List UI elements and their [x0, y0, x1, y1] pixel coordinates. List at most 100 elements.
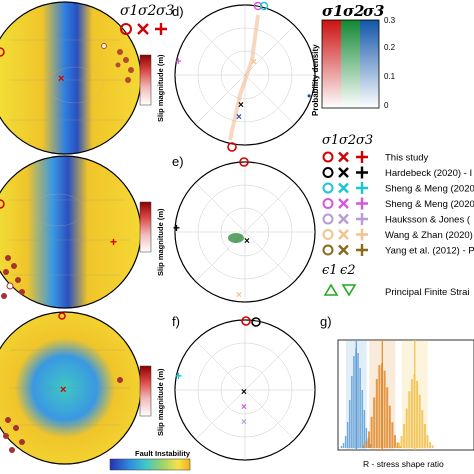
slip-label-middle: Slip magnitude (m) [156, 208, 165, 276]
legend-label: Sheng & Meng (2020 [385, 199, 474, 210]
density-sigma2-label: σ2 [343, 2, 365, 20]
legend-eps2-label: ϵ2 [340, 263, 356, 278]
svg-text:×: × [60, 384, 66, 396]
slip-markers-bottom [3, 377, 123, 453]
histogram-bar [378, 365, 381, 448]
sigma-header-left: σ1 σ2 σ3 [120, 3, 175, 35]
legend-sigma2-cross-icon [338, 244, 349, 256]
histogram-bar [421, 410, 424, 448]
legend-sigma1-circle-icon [322, 244, 334, 256]
sigma2-label: σ2 [138, 3, 157, 19]
legend-sigma2-cross-icon [338, 198, 349, 209]
density-label: Probability density [311, 44, 320, 116]
density-tick-1: 0.1 [384, 72, 396, 81]
histogram-bar [369, 444, 372, 448]
histogram-bar [362, 445, 365, 448]
histogram-xlabel: R - stress shape ratio [363, 459, 444, 469]
histogram-bar [395, 446, 398, 448]
legend-sigma3-label: σ3 [356, 133, 373, 148]
svg-text:•: • [307, 89, 311, 103]
legend-sigma2-cross-icon [338, 167, 349, 178]
strain-triangle-down-icon [341, 284, 357, 297]
histogram-bar [359, 368, 361, 448]
legend-row: This study [322, 151, 429, 164]
histogram-bar [363, 410, 366, 448]
fault-instability-label: Fault Instability [135, 449, 191, 458]
legend-sigma3-plus-icon [356, 166, 368, 179]
legend-sigma1-circle-icon [322, 167, 334, 178]
legend-sigma1-circle-icon [322, 182, 334, 194]
slip-label-bottom: Slip magnitude (m) [156, 368, 165, 436]
stereonet-e: e) × + × [172, 154, 316, 303]
legend-label: Hardebeck (2020) - I [385, 168, 472, 179]
panel-label-g: g) [320, 314, 332, 329]
legend-row: Hardebeck (2020) - I [322, 166, 472, 179]
legend-sigma1-label: σ1 [322, 133, 339, 148]
slip-markers-middle [1, 255, 25, 299]
histogram-bar [399, 446, 402, 448]
histogram-bar [429, 441, 432, 448]
svg-text:×: × [241, 417, 247, 428]
legend-row: Sheng & Meng (2020 [322, 197, 474, 210]
histogram-bar [391, 422, 394, 448]
density-tick-3: 0.3 [384, 16, 396, 25]
histogram-bar [373, 397, 376, 448]
histogram-bar [346, 422, 349, 448]
slip-colorbar-bottom: Slip magnitude (m) [139, 365, 165, 436]
left-stereonet-top: × [0, 1, 142, 155]
histogram-bar [394, 435, 396, 448]
svg-text:×: × [244, 236, 250, 247]
panel-label-d: d) [172, 4, 184, 19]
panel-label-f: f) [172, 314, 180, 329]
histogram-bar [418, 394, 421, 448]
legend: σ1 σ2 σ3 This study Hardebeck (2020) - I S… [322, 133, 474, 298]
stereonet-f: f) × × × + [172, 314, 316, 461]
histogram-bar [423, 423, 426, 448]
legend-sigma2-cross-icon [338, 229, 349, 240]
legend-sigma1-circle-icon [322, 151, 334, 163]
panel-label-e: e) [172, 154, 184, 169]
histogram-bar [368, 431, 370, 448]
svg-text:×: × [251, 57, 257, 68]
legend-row: Yang et al. (2012) - P [322, 244, 474, 257]
histogram-bar [416, 380, 419, 448]
histogram-bar [396, 442, 399, 448]
svg-text:+: + [173, 221, 180, 235]
svg-text:×: × [241, 402, 247, 413]
histogram-bar [365, 440, 368, 448]
svg-text:×: × [241, 387, 247, 398]
legend-eps1-label: ϵ1 [322, 263, 338, 278]
histogram-bar [431, 445, 434, 448]
svg-text:+: + [175, 369, 182, 383]
legend-sigma1-circle-icon [322, 198, 334, 209]
histogram-bar [397, 442, 400, 448]
legend-sigma2-cross-icon [338, 151, 349, 163]
fault-instability-colorbar: Fault Instability [109, 449, 191, 471]
legend-sigma3-plus-icon [356, 228, 368, 241]
histogram-bar [400, 435, 403, 448]
histogram-bars [340, 340, 434, 450]
histogram-bar [349, 400, 351, 448]
legend-row: Sheng & Meng (2020 [322, 182, 474, 195]
legend-label: This study [385, 153, 429, 164]
histogram-bar [344, 436, 347, 448]
histogram-bar [403, 423, 406, 448]
legend-label: Wang & Zhan (2020) - [385, 230, 474, 241]
legend-sigma3-plus-icon [356, 151, 368, 163]
histogram-bar [408, 391, 411, 448]
legend-sigma3-plus-icon [356, 182, 368, 194]
histogram-bar [340, 446, 343, 448]
strain-triangle-up-icon [323, 283, 339, 296]
sigma2-cross-icon [137, 23, 149, 35]
legend-row: Hauksson & Jones ( [322, 213, 471, 226]
legend-row: Wang & Zhan (2020) - [322, 228, 474, 241]
density-sigma3-label: σ3 [363, 2, 385, 20]
histogram-bar [351, 376, 353, 448]
histogram-bar [365, 428, 368, 448]
slip-label-top: Slip magnitude (m) [156, 54, 165, 122]
legend-label: Yang et al. (2012) - P [385, 246, 474, 257]
strain-label: Principal Finite Strai [385, 287, 469, 298]
histogram-bar [386, 387, 389, 448]
histogram-bar [375, 379, 378, 448]
